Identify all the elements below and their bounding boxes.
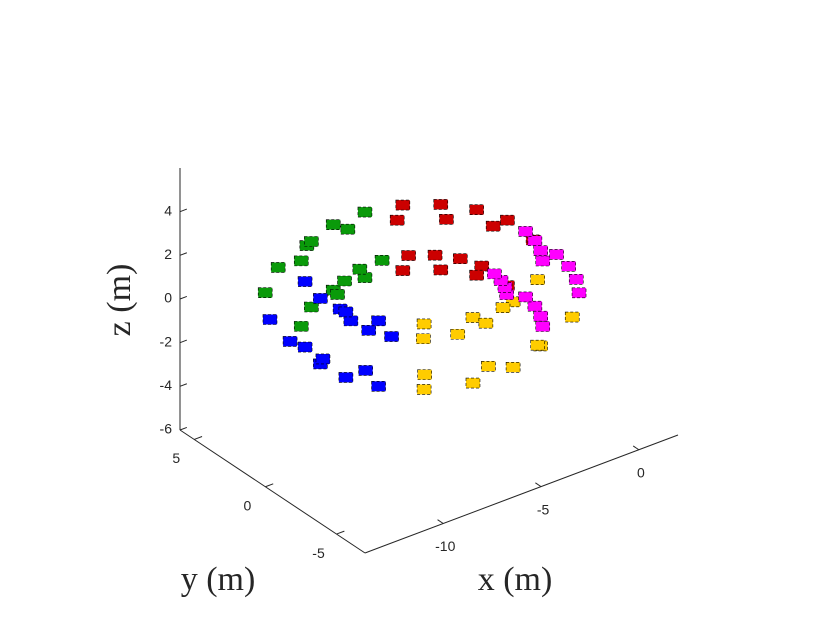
point [416, 318, 432, 330]
z-tick [179, 339, 188, 344]
z-tick-label: 0 [164, 290, 172, 306]
z-tick-label: -2 [160, 333, 173, 349]
point [530, 339, 545, 351]
point [352, 263, 368, 275]
point [530, 274, 545, 285]
z-tick-label: 2 [164, 246, 172, 262]
point [297, 276, 313, 287]
point [452, 253, 468, 265]
y-tick-label: -5 [312, 545, 325, 561]
z-tick [179, 383, 188, 387]
z-tick [179, 208, 188, 213]
y-tick-label: 0 [243, 497, 251, 513]
z-axis-label: z (m) [101, 264, 138, 337]
point [561, 261, 576, 272]
point [469, 204, 484, 216]
y-tick [336, 530, 345, 535]
point [357, 206, 373, 218]
point [433, 199, 449, 210]
point [384, 331, 399, 342]
point [313, 293, 328, 304]
point [395, 265, 411, 276]
point [487, 268, 502, 280]
point [389, 214, 405, 226]
z-tick-label: 4 [164, 202, 172, 218]
x-tick [437, 519, 444, 524]
x-tick-label: 0 [637, 464, 645, 480]
point [416, 384, 432, 395]
point [465, 312, 481, 323]
point [337, 275, 352, 287]
point [465, 377, 481, 389]
point [481, 360, 496, 372]
y-tick [265, 483, 274, 488]
z-tick-label: -4 [160, 377, 173, 393]
point [535, 321, 551, 332]
x-axis-label: x (m) [478, 561, 553, 598]
point [505, 362, 521, 373]
point [282, 336, 298, 347]
point [293, 255, 309, 267]
point [340, 223, 356, 235]
x-axis [364, 434, 679, 554]
point [527, 300, 543, 312]
point [535, 255, 551, 267]
point [433, 264, 449, 276]
x-tick-label: -5 [537, 501, 550, 517]
point [293, 321, 309, 332]
point [304, 301, 319, 313]
point [257, 287, 273, 298]
point [417, 369, 432, 380]
y-tick [194, 436, 203, 440]
point [361, 325, 377, 336]
point [571, 287, 587, 299]
y-axis [179, 429, 366, 554]
point [533, 310, 548, 322]
point [297, 341, 313, 353]
x-tick [535, 482, 542, 488]
point [371, 315, 386, 327]
point [568, 274, 584, 285]
x-tick-label: -10 [435, 538, 455, 554]
point [325, 219, 341, 230]
point [533, 245, 548, 256]
y-tick-label: 5 [172, 450, 180, 466]
point [427, 249, 443, 261]
point [395, 199, 411, 211]
point [262, 314, 278, 325]
point [450, 328, 466, 340]
point [564, 311, 580, 323]
point [469, 269, 484, 281]
point [338, 372, 354, 383]
point [474, 260, 490, 272]
point [343, 315, 359, 327]
point [478, 317, 494, 329]
point [527, 235, 543, 246]
point [439, 214, 454, 225]
z-tick-label: -6 [160, 421, 173, 437]
point [549, 249, 564, 260]
point [518, 226, 533, 237]
point [315, 353, 331, 365]
point [304, 236, 319, 247]
y-axis-label: y (m) [181, 561, 256, 598]
point [270, 262, 286, 273]
z-tick [179, 252, 188, 256]
point [371, 381, 386, 392]
point [338, 306, 354, 318]
point [416, 333, 431, 345]
x-tick [632, 445, 640, 451]
point [485, 220, 501, 232]
point [401, 250, 416, 261]
point [330, 289, 345, 300]
point [495, 302, 511, 314]
z-tick [179, 426, 188, 431]
point [358, 365, 373, 376]
point [518, 291, 533, 303]
point [374, 255, 390, 266]
z-tick [179, 295, 188, 300]
point [500, 214, 515, 226]
